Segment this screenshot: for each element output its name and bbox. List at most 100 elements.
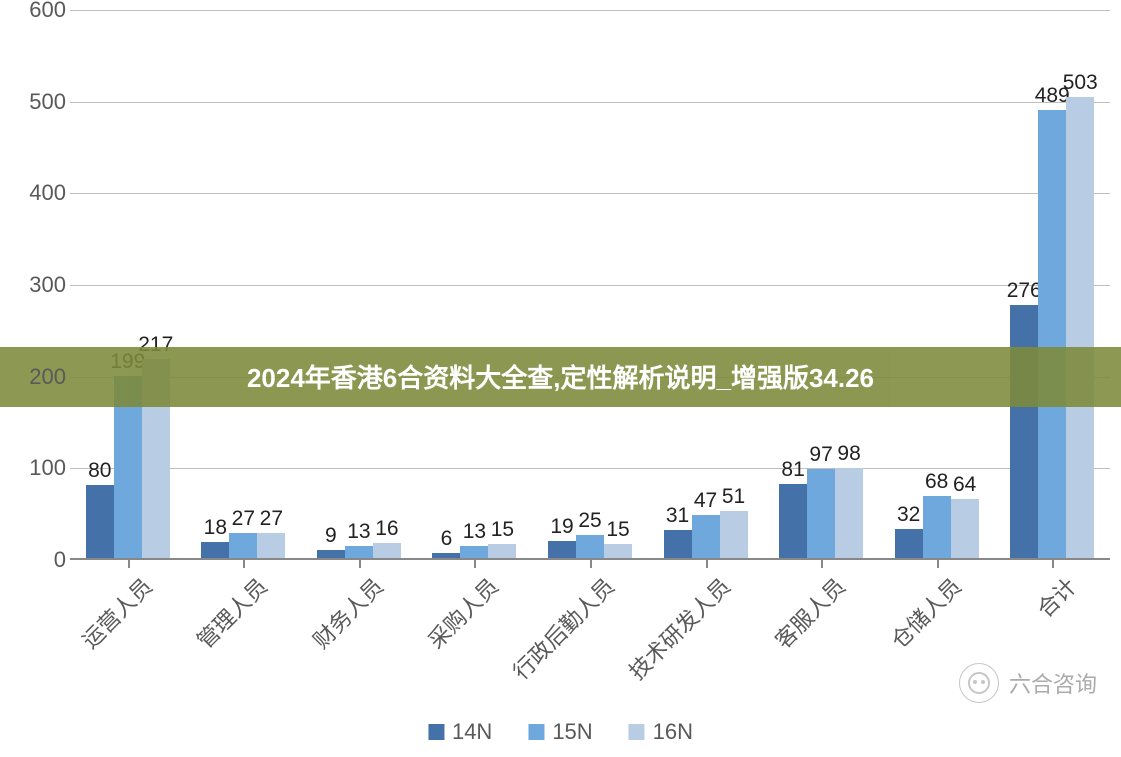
y-axis-tick: 600 (11, 0, 66, 23)
bar-group: 326864 (895, 496, 979, 558)
bar-value-label: 27 (232, 507, 255, 531)
gridline (70, 468, 1110, 469)
x-axis-label: 管理人员 (189, 570, 274, 655)
bar: 98 (835, 468, 863, 558)
bar-value-label: 51 (722, 485, 745, 509)
bar: 6 (432, 553, 460, 559)
bar-value-label: 97 (809, 443, 832, 467)
bar-value-label: 68 (925, 470, 948, 494)
bar-group: 91316 (317, 543, 401, 558)
bar: 47 (692, 515, 720, 558)
legend-swatch (629, 724, 645, 740)
x-axis-tickmark (243, 560, 245, 568)
watermark: 六合咨询 (959, 663, 1097, 703)
bar-value-label: 13 (463, 520, 486, 544)
bar-value-label: 98 (837, 442, 860, 466)
gridline (70, 193, 1110, 194)
x-axis-label: 仓储人员 (882, 570, 967, 655)
bar: 97 (807, 469, 835, 558)
overlay-banner: 2024年香港6合资料大全查,定性解析说明_增强版34.26 (0, 347, 1121, 407)
bar-value-label: 13 (347, 520, 370, 544)
bar-group: 314751 (664, 511, 748, 558)
x-axis-tickmark (821, 560, 823, 568)
legend-item: 15N (528, 719, 592, 745)
legend: 14N 15N 16N (428, 719, 693, 745)
y-axis-tick: 200 (11, 364, 66, 390)
y-axis-tick: 100 (11, 455, 66, 481)
bar: 489 (1038, 110, 1066, 558)
bar-group: 192515 (548, 535, 632, 558)
x-axis-tickmark (359, 560, 361, 568)
bar-value-label: 31 (666, 504, 689, 528)
legend-label: 16N (653, 719, 693, 745)
bar-group: 182727 (201, 533, 285, 558)
bar: 31 (664, 530, 692, 558)
bar-value-label: 64 (953, 473, 976, 497)
bar: 13 (345, 546, 373, 558)
y-axis-tick: 300 (11, 272, 66, 298)
legend-label: 15N (552, 719, 592, 745)
gridline (70, 102, 1110, 103)
bar-value-label: 19 (550, 515, 573, 539)
bar: 68 (923, 496, 951, 558)
bar-group: 276489503 (1010, 97, 1094, 558)
x-axis-tickmark (706, 560, 708, 568)
overlay-text: 2024年香港6合资料大全查,定性解析说明_增强版34.26 (247, 358, 874, 395)
bar: 25 (576, 535, 604, 558)
bar: 64 (951, 499, 979, 558)
bar-value-label: 9 (325, 524, 337, 548)
legend-label: 14N (452, 719, 492, 745)
watermark-text: 六合咨询 (1009, 667, 1097, 699)
bar: 15 (604, 544, 632, 558)
bar: 15 (488, 544, 516, 558)
bar: 80 (86, 485, 114, 558)
bar: 32 (895, 529, 923, 558)
y-axis-tick: 0 (11, 547, 66, 573)
bar: 18 (201, 542, 229, 559)
bar: 503 (1066, 97, 1094, 558)
x-axis-label: 采购人员 (420, 570, 505, 655)
bar: 16 (373, 543, 401, 558)
x-axis-tickmark (1052, 560, 1054, 568)
bar-group: 819798 (779, 468, 863, 558)
chart-container: 8019921718272791316613151925153147518197… (0, 0, 1121, 757)
bar-value-label: 25 (578, 509, 601, 533)
bar: 276 (1010, 305, 1038, 558)
gridline (70, 285, 1110, 286)
legend-swatch (428, 724, 444, 740)
bar-value-label: 27 (260, 507, 283, 531)
bar-value-label: 47 (694, 489, 717, 513)
bar: 81 (779, 484, 807, 558)
x-axis-tickmark (937, 560, 939, 568)
bar-value-label: 6 (441, 527, 453, 551)
bar: 13 (460, 546, 488, 558)
bar: 51 (720, 511, 748, 558)
x-axis-label: 客服人员 (767, 570, 852, 655)
x-axis-tickmark (474, 560, 476, 568)
bar: 9 (317, 550, 345, 558)
x-axis-tickmark (590, 560, 592, 568)
x-axis-label: 技术研发人员 (620, 570, 736, 686)
x-axis-label: 财务人员 (305, 570, 390, 655)
bar-value-label: 32 (897, 503, 920, 527)
bar: 27 (229, 533, 257, 558)
bar-value-label: 276 (1007, 279, 1042, 303)
bar-value-label: 18 (204, 516, 227, 540)
x-axis-label: 行政后勤人员 (505, 570, 621, 686)
plot-area: 8019921718272791316613151925153147518197… (70, 10, 1110, 560)
bar-value-label: 16 (375, 517, 398, 541)
bar-value-label: 80 (88, 459, 111, 483)
legend-swatch (528, 724, 544, 740)
y-axis-tick: 400 (11, 180, 66, 206)
bar-value-label: 15 (491, 518, 514, 542)
x-axis-label: 运营人员 (74, 570, 159, 655)
gridline (70, 10, 1110, 11)
bar-value-label: 81 (781, 458, 804, 482)
wechat-icon (959, 663, 999, 703)
legend-item: 14N (428, 719, 492, 745)
bar-value-label: 15 (606, 518, 629, 542)
bar-group: 61315 (432, 544, 516, 558)
bar: 19 (548, 541, 576, 558)
bar: 27 (257, 533, 285, 558)
x-axis-label: 合计 (1029, 570, 1083, 624)
